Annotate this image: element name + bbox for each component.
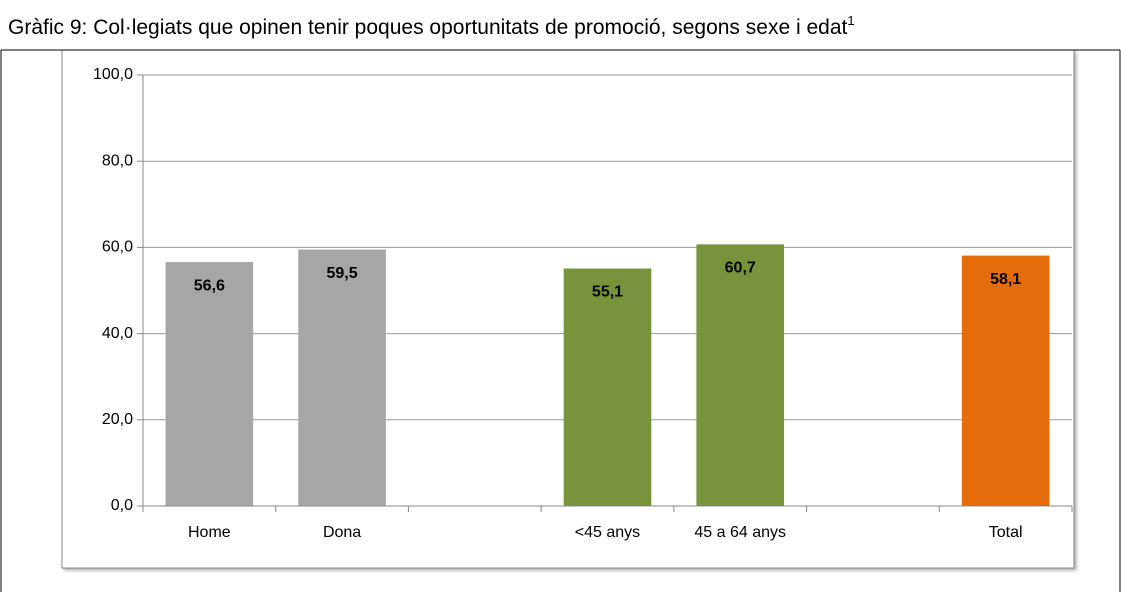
title-cell (0, 0, 1121, 50)
y-tick-label: 20,0 (102, 411, 133, 428)
bar (696, 244, 785, 506)
title-note: 1 (847, 13, 854, 28)
x-tick-label: Total (989, 524, 1023, 541)
y-tick-label: 100,0 (93, 66, 133, 83)
chart-title: Gràfic 9: Col·legiats que opinen tenir p… (8, 13, 855, 39)
y-tick-label: 60,0 (102, 239, 133, 256)
x-tick-label: 45 a 64 anys (694, 524, 786, 541)
data-label: 56,6 (194, 277, 225, 294)
x-tick-label: Home (188, 524, 231, 541)
y-tick-label: 0,0 (111, 497, 133, 514)
y-tick-label: 80,0 (102, 152, 133, 169)
y-tick-label: 40,0 (102, 325, 133, 342)
x-tick-label: Dona (323, 524, 361, 541)
title-text: Gràfic 9: Col·legiats que opinen tenir p… (8, 16, 847, 39)
data-label: 59,5 (327, 265, 358, 282)
data-label: 58,1 (990, 271, 1021, 288)
bar (298, 249, 386, 506)
data-label: 60,7 (725, 260, 756, 277)
bar (961, 255, 1050, 506)
bar (563, 268, 652, 506)
x-tick-label: <45 anys (575, 524, 640, 541)
plot: 0,0 20,0 40,0 60,0 80,0 100,0 Home 56,6 Dona 59,5… (93, 66, 1073, 541)
data-label: 55,1 (592, 284, 623, 301)
bar (165, 262, 254, 506)
